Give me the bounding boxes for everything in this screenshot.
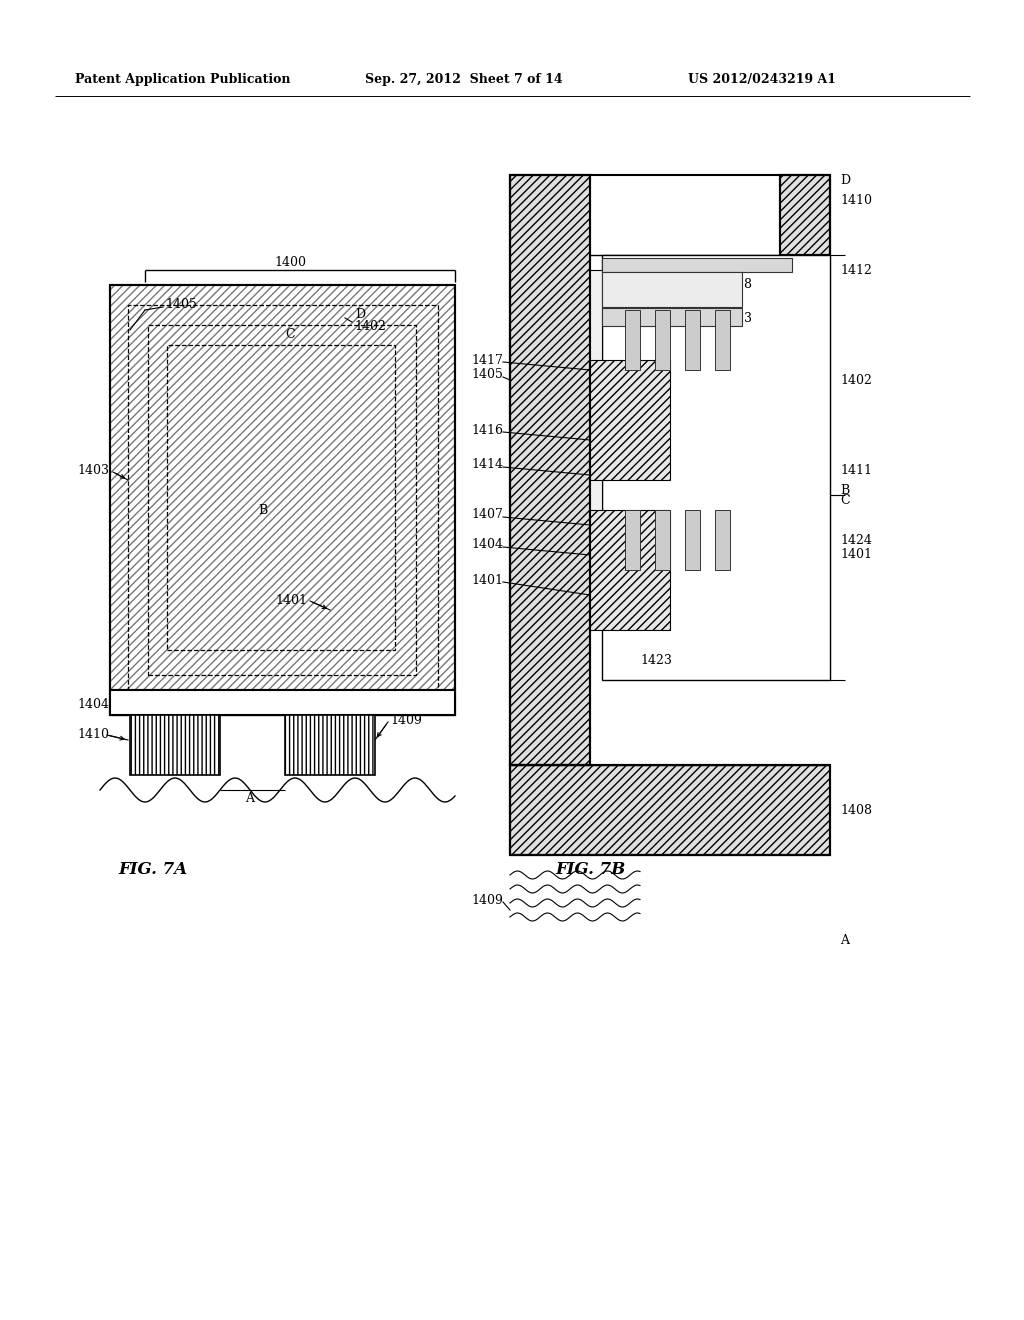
Bar [602, 257, 792, 272]
Bar [167, 345, 395, 649]
Bar [655, 310, 670, 370]
Text: B: B [258, 503, 267, 516]
Text: D: D [355, 309, 366, 322]
Text: D: D [840, 173, 850, 186]
Text: 1405: 1405 [165, 298, 197, 312]
Bar [780, 176, 830, 255]
Bar [602, 308, 742, 326]
Text: 1405: 1405 [471, 368, 503, 381]
Bar [510, 766, 830, 855]
Text: 1401: 1401 [840, 549, 872, 561]
Text: 1400: 1400 [274, 256, 306, 269]
Text: A: A [246, 792, 255, 804]
Text: 1402: 1402 [354, 321, 386, 334]
Bar [590, 360, 670, 480]
Bar [130, 715, 220, 775]
Text: 1403: 1403 [77, 463, 109, 477]
Bar [148, 325, 416, 675]
Bar [510, 176, 590, 766]
Bar [510, 176, 590, 766]
Text: FIG. 7A: FIG. 7A [118, 862, 187, 879]
Bar [715, 510, 730, 570]
Text: 1411: 1411 [840, 463, 872, 477]
Text: Patent Application Publication: Patent Application Publication [75, 74, 291, 87]
Text: 1407: 1407 [471, 508, 503, 521]
Bar [128, 305, 438, 696]
Bar [110, 690, 455, 715]
Bar [625, 310, 640, 370]
Text: C: C [285, 329, 295, 342]
Text: 1412: 1412 [840, 264, 871, 276]
Text: Sep. 27, 2012  Sheet 7 of 14: Sep. 27, 2012 Sheet 7 of 14 [365, 74, 562, 87]
Text: B: B [840, 483, 849, 496]
Text: C: C [840, 494, 850, 507]
Bar [602, 272, 742, 308]
Text: 1401: 1401 [275, 594, 307, 606]
Text: 1423: 1423 [640, 653, 672, 667]
Bar [110, 285, 455, 715]
Bar [715, 310, 730, 370]
Bar [655, 510, 670, 570]
Text: 1410: 1410 [77, 729, 109, 742]
Text: 1417: 1417 [471, 354, 503, 367]
Text: 1414: 1414 [471, 458, 503, 471]
Bar [285, 715, 375, 775]
Bar [685, 510, 700, 570]
Text: 1404: 1404 [471, 539, 503, 552]
Bar [110, 285, 455, 715]
Text: FIG. 7B: FIG. 7B [555, 862, 626, 879]
Text: 1409: 1409 [390, 714, 422, 726]
Text: 1413: 1413 [720, 312, 752, 325]
Text: 1410: 1410 [840, 194, 872, 206]
Text: 1401: 1401 [471, 573, 503, 586]
Text: 1416: 1416 [471, 424, 503, 437]
Bar [510, 766, 830, 855]
Bar [602, 255, 830, 680]
Text: A: A [840, 933, 849, 946]
Bar [625, 510, 640, 570]
Text: 1424: 1424 [840, 533, 871, 546]
Text: US 2012/0243219 A1: US 2012/0243219 A1 [688, 74, 836, 87]
Text: 1402: 1402 [840, 374, 871, 387]
Text: 1418: 1418 [720, 279, 752, 292]
Text: 1409: 1409 [471, 894, 503, 907]
Text: 1404: 1404 [77, 698, 109, 711]
Bar [780, 176, 830, 255]
Bar [590, 271, 602, 601]
Bar [590, 510, 670, 630]
Bar [110, 285, 455, 715]
Text: 1408: 1408 [840, 804, 872, 817]
Bar [685, 310, 700, 370]
